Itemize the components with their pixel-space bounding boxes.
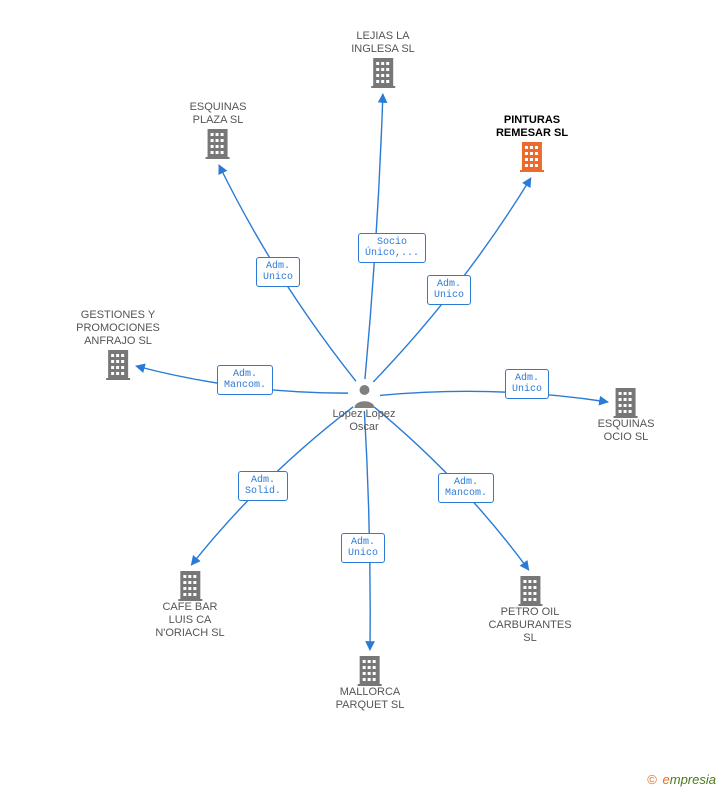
node-mallorca: MALLORCAPARQUET SL: [336, 654, 405, 712]
node-label: Lopez LopezOscar: [333, 408, 396, 434]
node-label: PINTURASREMESAR SL: [496, 114, 568, 140]
edge-label-gestiones: Adm.Mancom.: [217, 365, 273, 395]
watermark: © empresia: [647, 772, 716, 787]
node-label: GESTIONES YPROMOCIONESANFRAJO SL: [76, 309, 160, 348]
node-label: CAFE BARLUIS CAN'ORIACH SL: [155, 601, 224, 640]
edge-label-esquinas_ocio: Adm.Unico: [505, 369, 549, 399]
brand-logo: empresia: [663, 772, 716, 787]
edge-label-lejias: SocioÚnico,...: [358, 233, 426, 263]
node-label: MALLORCAPARQUET SL: [336, 686, 405, 712]
node-label: ESQUINASPLAZA SL: [190, 101, 247, 127]
node-cafebar: CAFE BARLUIS CAN'ORIACH SL: [155, 569, 224, 640]
node-petro: PETRO OILCARBURANTESSL: [488, 574, 571, 645]
node-label: ESQUINASOCIO SL: [598, 418, 655, 444]
node-label: PETRO OILCARBURANTESSL: [488, 606, 571, 645]
edge-label-esquinas_plaza: Adm.Unico: [256, 257, 300, 287]
node-lejias: LEJIAS LAINGLESA SL: [351, 30, 415, 88]
edge-label-pinturas: Adm.Unico: [427, 275, 471, 305]
node-esquinas_plaza: ESQUINASPLAZA SL: [190, 101, 247, 159]
node-label: LEJIAS LAINGLESA SL: [351, 30, 415, 56]
node-gestiones: GESTIONES YPROMOCIONESANFRAJO SL: [76, 309, 160, 380]
node-pinturas: PINTURASREMESAR SL: [496, 114, 568, 172]
node-esquinas_ocio: ESQUINASOCIO SL: [598, 386, 655, 444]
edge-label-cafebar: Adm.Solid.: [238, 471, 288, 501]
center-node: Lopez LopezOscar: [333, 382, 396, 434]
copyright-symbol: ©: [647, 772, 657, 787]
diagram-canvas: Lopez LopezOscar LEJIAS LAINGLESA SL ESQU…: [0, 0, 728, 795]
edge-esquinas_ocio: [380, 391, 608, 402]
edge-mallorca: [364, 411, 370, 650]
edge-label-petro: Adm.Mancom.: [438, 473, 494, 503]
edge-label-mallorca: Adm.Unico: [341, 533, 385, 563]
